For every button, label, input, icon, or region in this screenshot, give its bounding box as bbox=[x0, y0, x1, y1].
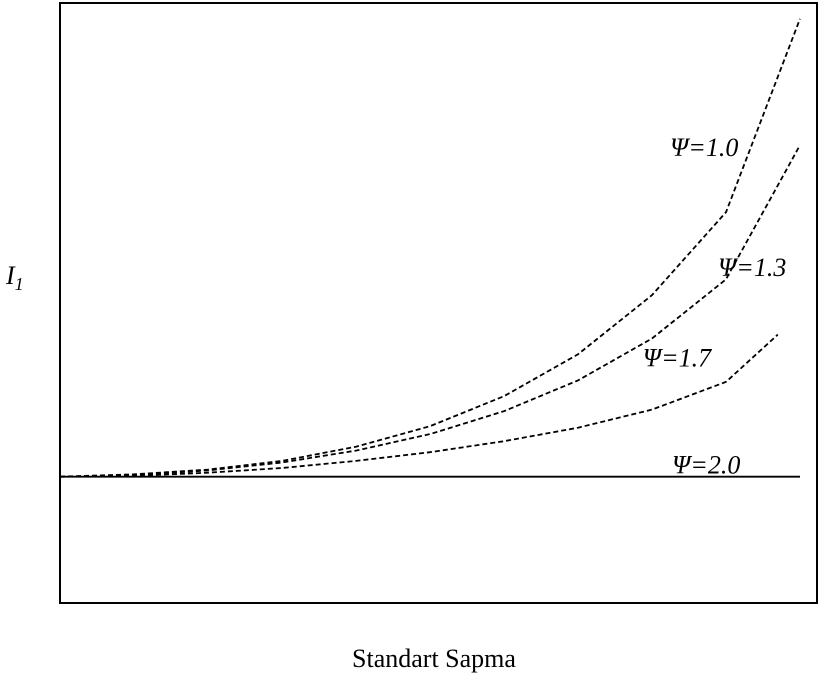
series-label-1: Ψ=1.0 bbox=[670, 133, 738, 162]
series-label-3: Ψ=1.7 bbox=[643, 344, 712, 373]
series-label-2: Ψ=1.3 bbox=[718, 253, 786, 282]
series-line-2 bbox=[59, 144, 801, 478]
series-line-1 bbox=[59, 18, 801, 478]
y-axis-label-main: I bbox=[5, 261, 16, 290]
series-line-3 bbox=[59, 333, 779, 478]
series-layer bbox=[59, 18, 801, 478]
x-axis-label: Standart Sapma bbox=[352, 644, 516, 673]
y-axis-label: I1 bbox=[5, 261, 24, 294]
series-labels-layer: Ψ=1.0 Ψ=1.3 Ψ=1.7 Ψ=2.0 bbox=[643, 133, 787, 480]
series-label-4: Ψ=2.0 bbox=[672, 451, 740, 480]
y-axis-label-subscript: 1 bbox=[15, 274, 24, 294]
plot-frame bbox=[59, 2, 818, 604]
